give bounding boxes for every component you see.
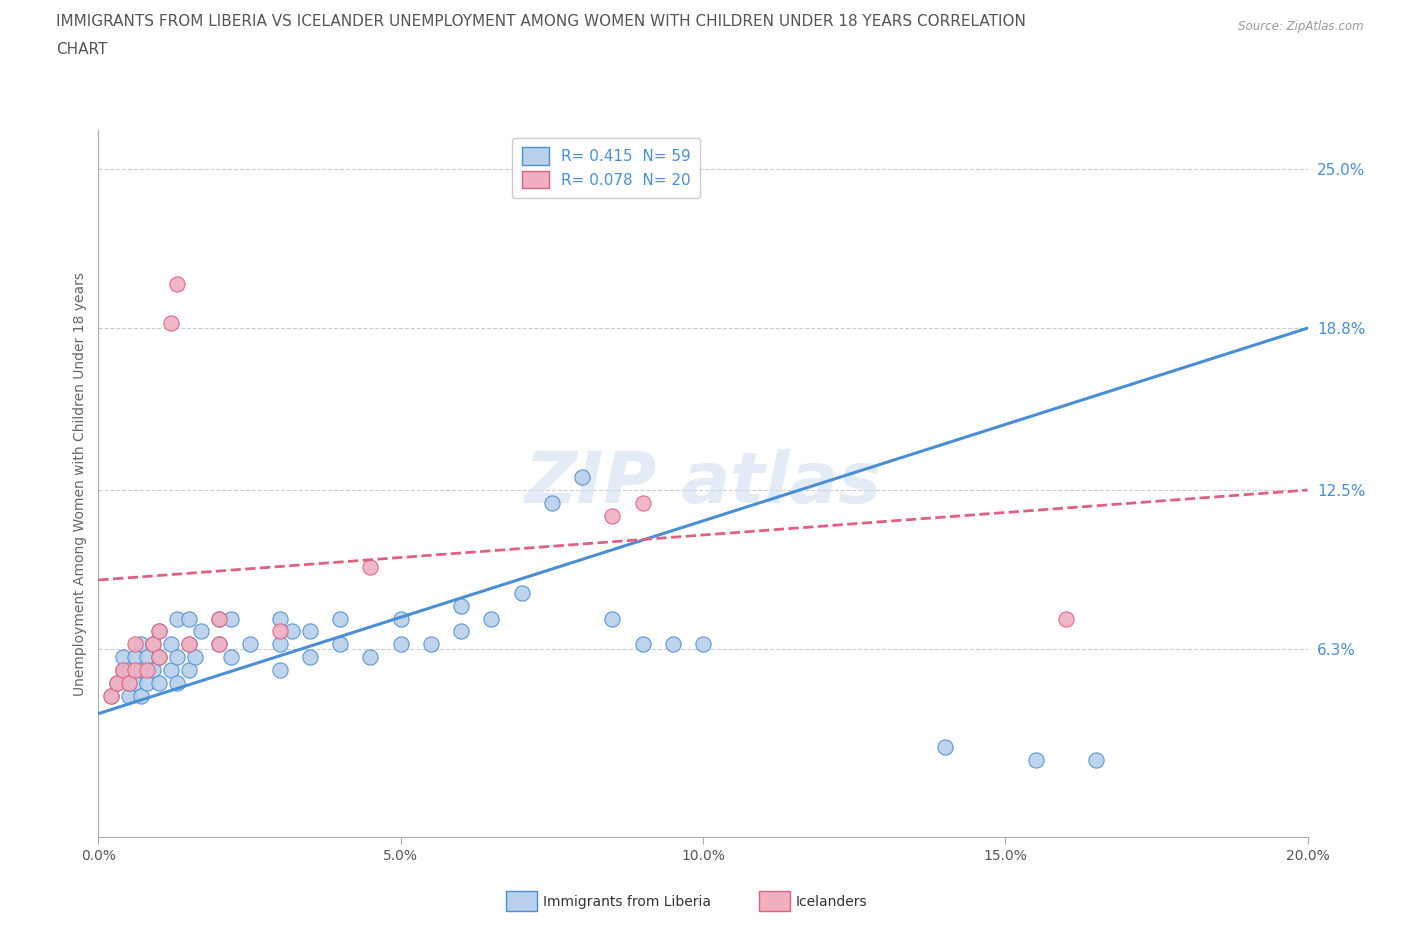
Point bbox=[105, 675, 128, 690]
Point bbox=[481, 611, 503, 626]
Point bbox=[111, 662, 134, 677]
Point bbox=[450, 598, 472, 613]
Point bbox=[118, 675, 141, 690]
Point bbox=[1054, 611, 1077, 626]
Point bbox=[281, 624, 304, 639]
Point bbox=[360, 560, 382, 575]
Point bbox=[602, 611, 624, 626]
Point bbox=[179, 637, 201, 652]
Point bbox=[124, 662, 146, 677]
Point bbox=[208, 611, 231, 626]
Point bbox=[118, 688, 141, 703]
Point bbox=[142, 637, 165, 652]
Point bbox=[166, 675, 188, 690]
Point bbox=[124, 675, 146, 690]
Text: ZIP atlas: ZIP atlas bbox=[524, 449, 882, 518]
Point bbox=[329, 611, 352, 626]
Text: Immigrants from Liberia: Immigrants from Liberia bbox=[543, 895, 710, 910]
Point bbox=[148, 650, 170, 665]
Point bbox=[221, 650, 243, 665]
Point bbox=[571, 470, 593, 485]
Point bbox=[190, 624, 212, 639]
Point bbox=[389, 637, 412, 652]
Point bbox=[179, 637, 201, 652]
Point bbox=[148, 624, 170, 639]
Legend: R= 0.415  N= 59, R= 0.078  N= 20: R= 0.415 N= 59, R= 0.078 N= 20 bbox=[512, 138, 700, 197]
Point bbox=[142, 662, 165, 677]
Point bbox=[269, 662, 291, 677]
Point bbox=[269, 637, 291, 652]
Point bbox=[105, 675, 128, 690]
Text: IMMIGRANTS FROM LIBERIA VS ICELANDER UNEMPLOYMENT AMONG WOMEN WITH CHILDREN UNDE: IMMIGRANTS FROM LIBERIA VS ICELANDER UNE… bbox=[56, 14, 1026, 29]
Point bbox=[692, 637, 714, 652]
Point bbox=[166, 277, 188, 292]
Point bbox=[208, 637, 231, 652]
Point bbox=[602, 509, 624, 524]
Point bbox=[135, 650, 157, 665]
Point bbox=[118, 675, 141, 690]
Point bbox=[100, 688, 122, 703]
Point bbox=[299, 624, 322, 639]
Point bbox=[360, 650, 382, 665]
Point bbox=[631, 637, 654, 652]
Point bbox=[239, 637, 262, 652]
Y-axis label: Unemployment Among Women with Children Under 18 years: Unemployment Among Women with Children U… bbox=[73, 272, 87, 696]
Text: Icelanders: Icelanders bbox=[796, 895, 868, 910]
Point bbox=[129, 662, 152, 677]
Point bbox=[148, 624, 170, 639]
Point bbox=[129, 637, 152, 652]
Point bbox=[1024, 752, 1046, 767]
Point bbox=[420, 637, 443, 652]
Point bbox=[166, 650, 188, 665]
Point bbox=[179, 611, 201, 626]
Point bbox=[135, 662, 157, 677]
Point bbox=[142, 637, 165, 652]
Point bbox=[124, 637, 146, 652]
Point bbox=[1085, 752, 1108, 767]
Point bbox=[118, 662, 141, 677]
Text: CHART: CHART bbox=[56, 42, 108, 57]
Point bbox=[934, 739, 956, 754]
Point bbox=[184, 650, 207, 665]
Point bbox=[148, 675, 170, 690]
Point bbox=[662, 637, 685, 652]
Point bbox=[389, 611, 412, 626]
Point bbox=[179, 662, 201, 677]
Point bbox=[450, 624, 472, 639]
Point bbox=[221, 611, 243, 626]
Point bbox=[329, 637, 352, 652]
Text: Source: ZipAtlas.com: Source: ZipAtlas.com bbox=[1239, 20, 1364, 33]
Point bbox=[269, 611, 291, 626]
Point bbox=[124, 650, 146, 665]
Point bbox=[160, 662, 183, 677]
Point bbox=[299, 650, 322, 665]
Point bbox=[111, 650, 134, 665]
Point bbox=[540, 496, 562, 511]
Point bbox=[129, 688, 152, 703]
Point bbox=[135, 675, 157, 690]
Point bbox=[160, 315, 183, 330]
Point bbox=[160, 637, 183, 652]
Point bbox=[166, 611, 188, 626]
Point bbox=[208, 611, 231, 626]
Point bbox=[269, 624, 291, 639]
Point bbox=[111, 662, 134, 677]
Point bbox=[208, 637, 231, 652]
Point bbox=[631, 496, 654, 511]
Point bbox=[148, 650, 170, 665]
Point bbox=[100, 688, 122, 703]
Point bbox=[510, 585, 533, 600]
